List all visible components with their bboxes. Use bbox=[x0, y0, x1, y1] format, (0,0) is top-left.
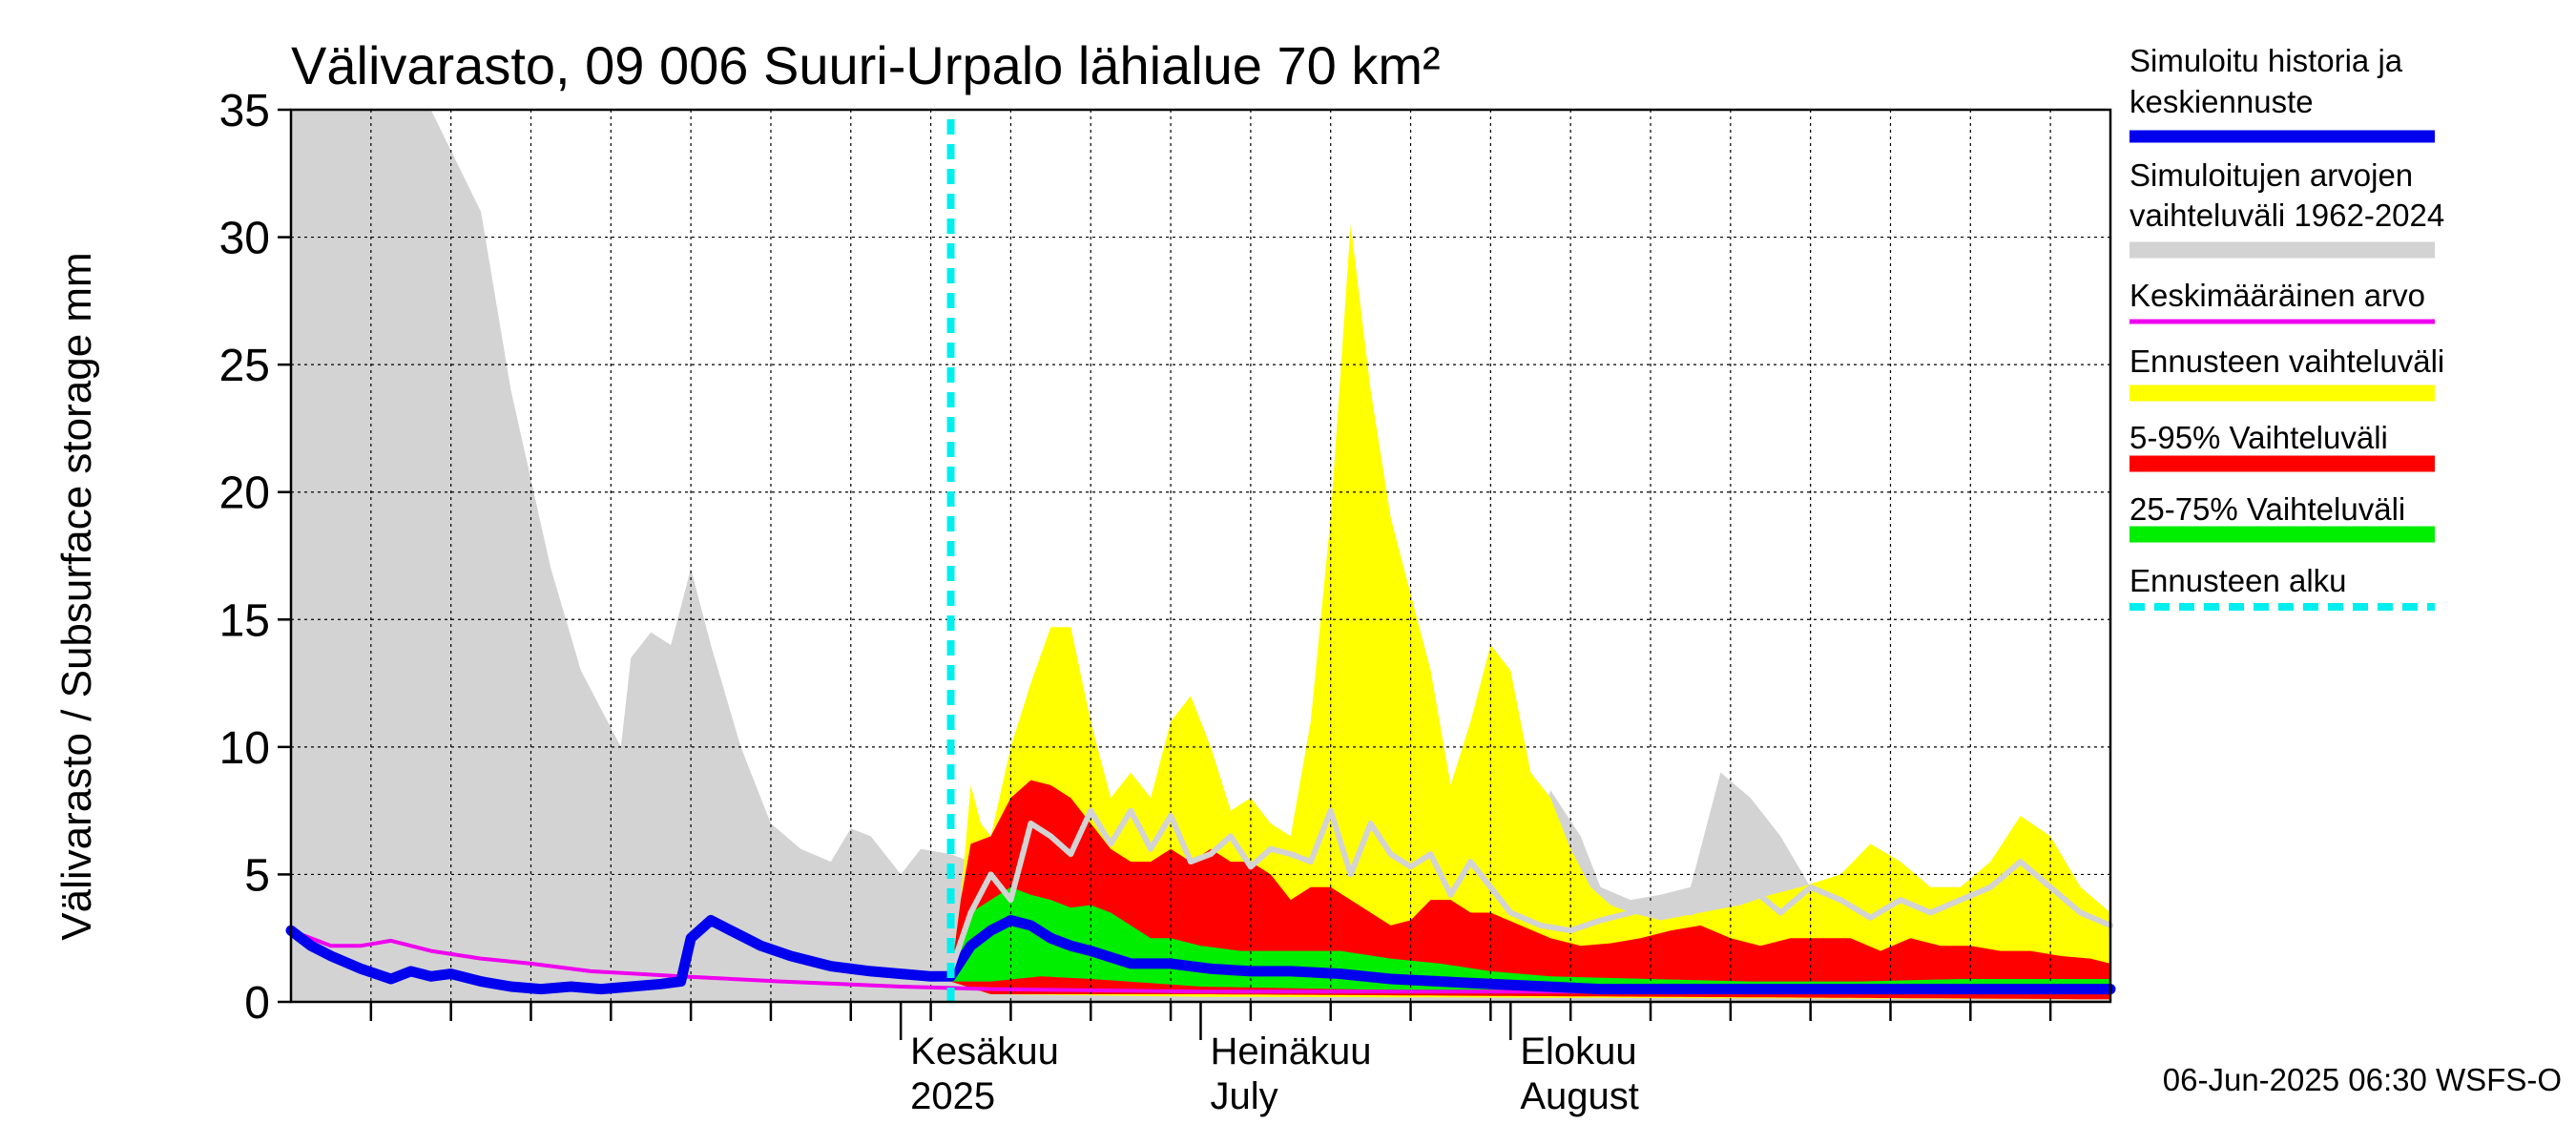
x-month-label-1: Heinäkuu bbox=[1211, 1030, 1372, 1072]
chart-title: Välivarasto, 09 006 Suuri-Urpalo lähialu… bbox=[291, 35, 1441, 95]
legend-label-4: 5-95% Vaihteluväli bbox=[2129, 420, 2388, 455]
y-tick-label-4: 20 bbox=[219, 468, 270, 519]
legend-label-5: 25-75% Vaihteluväli bbox=[2129, 491, 2405, 527]
x-month-sublabel-0: 2025 bbox=[910, 1075, 995, 1117]
series-line-0 bbox=[289, 928, 2112, 994]
y-tick-label-3: 15 bbox=[219, 595, 270, 646]
series-line-1 bbox=[285, 915, 2116, 995]
legend-label-3: Ennusteen vaihteluväli bbox=[2129, 344, 2444, 379]
y-axis-label: Välivarasto / Subsurface storage mm bbox=[53, 252, 100, 940]
legend: Simuloitu historia ja keskiennuste Simuloi… bbox=[2129, 43, 2444, 611]
y-tick-label-5: 25 bbox=[219, 341, 270, 391]
legend-label-0: Simuloitu historia ja bbox=[2129, 43, 2403, 78]
legend-label-6: Ennusteen alku bbox=[2129, 563, 2347, 598]
band-1 bbox=[950, 224, 2110, 1000]
x-month-label-0: Kesäkuu bbox=[910, 1030, 1059, 1072]
x-month-label-2: Elokuu bbox=[1520, 1030, 1636, 1072]
x-month-sublabel-2: August bbox=[1520, 1075, 1639, 1117]
y-ticks: 0 5 10 15 20 25 30 35 bbox=[219, 86, 291, 1029]
band-2 bbox=[950, 780, 2110, 1000]
y-tick-label-1: 5 bbox=[244, 850, 270, 901]
y-tick-label-7: 35 bbox=[219, 86, 270, 136]
series-lines bbox=[285, 807, 2116, 995]
legend-sublabel-0: keskiennuste bbox=[2129, 84, 2314, 119]
legend-sublabel-1: vaihteluväli 1962-2024 bbox=[2129, 198, 2444, 233]
y-tick-label-6: 30 bbox=[219, 214, 270, 264]
x-month-sublabel-1: July bbox=[1211, 1075, 1278, 1117]
y-tick-label-0: 0 bbox=[244, 978, 270, 1029]
series-line-2 bbox=[947, 807, 2113, 974]
y-tick-label-2: 10 bbox=[219, 723, 270, 774]
legend-label-1: Simuloitujen arvojen bbox=[2129, 157, 2413, 193]
legend-label-2: Keskimääräinen arvo bbox=[2129, 278, 2425, 313]
footer-timestamp: 06-Jun-2025 06:30 WSFS-O bbox=[2163, 1062, 2562, 1097]
band-0 bbox=[291, 110, 2110, 1002]
